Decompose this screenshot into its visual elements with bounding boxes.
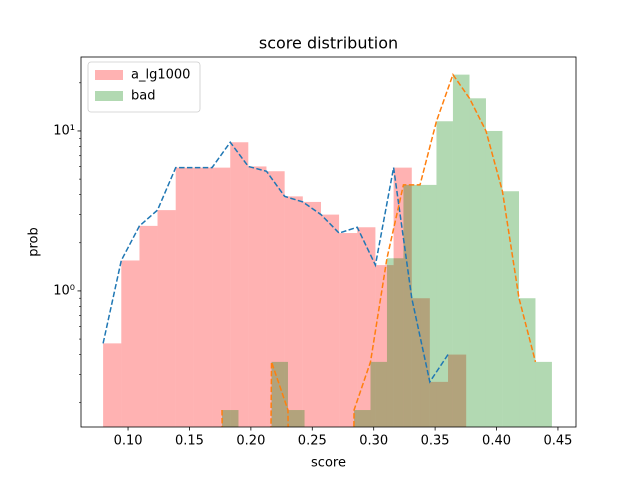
legend-label: bad [131, 89, 155, 104]
histogram-bar [139, 225, 158, 427]
histogram-bar [485, 130, 503, 427]
plot-area [102, 73, 552, 427]
density-line [221, 73, 537, 427]
histogram-bar [420, 184, 437, 427]
histogram-bar [175, 167, 194, 427]
histogram-bar [354, 410, 371, 427]
y-tick-label: 10⁰ [53, 283, 75, 298]
axes-frame [80, 56, 577, 428]
x-tick-label: 0.10 [114, 434, 143, 449]
legend-label: a_lg1000 [131, 68, 190, 83]
histogram-bar [429, 381, 449, 427]
legend-box [87, 61, 201, 113]
x-tick-label: 0.45 [543, 434, 572, 449]
x-tick-label: 0.15 [175, 434, 204, 449]
histogram-bar [321, 214, 340, 427]
x-tick-label: 0.25 [298, 434, 327, 449]
y-axis-label: prob [27, 227, 42, 257]
histogram-bar [284, 196, 303, 427]
histogram-bar [469, 98, 486, 427]
histogram-bar [339, 233, 358, 427]
histogram-bar [248, 166, 267, 427]
histogram-bar [452, 74, 470, 427]
histogram-bar [403, 184, 421, 427]
histogram-bar [448, 354, 467, 427]
legend-swatch [95, 70, 123, 80]
histogram-bar [212, 167, 231, 427]
histogram-bar [103, 343, 122, 427]
histogram-bar [357, 227, 376, 427]
histogram-bar [193, 167, 213, 427]
x-tick-label: 0.40 [482, 434, 511, 449]
density-line [102, 140, 449, 384]
x-axis-label: score [311, 456, 346, 471]
histogram-bar [157, 210, 176, 427]
y-tick-label: 10¹ [53, 123, 75, 138]
histogram-bar [375, 265, 394, 427]
histogram-bar [436, 121, 453, 427]
x-tick-label: 0.30 [359, 434, 388, 449]
x-tick-label: 0.20 [236, 434, 265, 449]
histogram-bar [386, 258, 404, 427]
histogram-bar [230, 142, 249, 427]
histogram-bar [271, 361, 288, 427]
histogram-bar [287, 410, 305, 427]
histogram-bar [519, 298, 536, 427]
chart-title: score distribution [259, 34, 398, 53]
legend-swatch [95, 91, 123, 101]
histogram-bar [370, 361, 387, 427]
histogram-bar [222, 410, 239, 427]
histogram-bar [535, 361, 552, 427]
x-tick-label: 0.35 [421, 434, 450, 449]
histogram-bar [121, 260, 140, 427]
histogram-bar [411, 298, 430, 427]
histogram-bar [502, 191, 520, 427]
histogram-bar [393, 167, 412, 427]
histogram-bar [302, 201, 322, 427]
